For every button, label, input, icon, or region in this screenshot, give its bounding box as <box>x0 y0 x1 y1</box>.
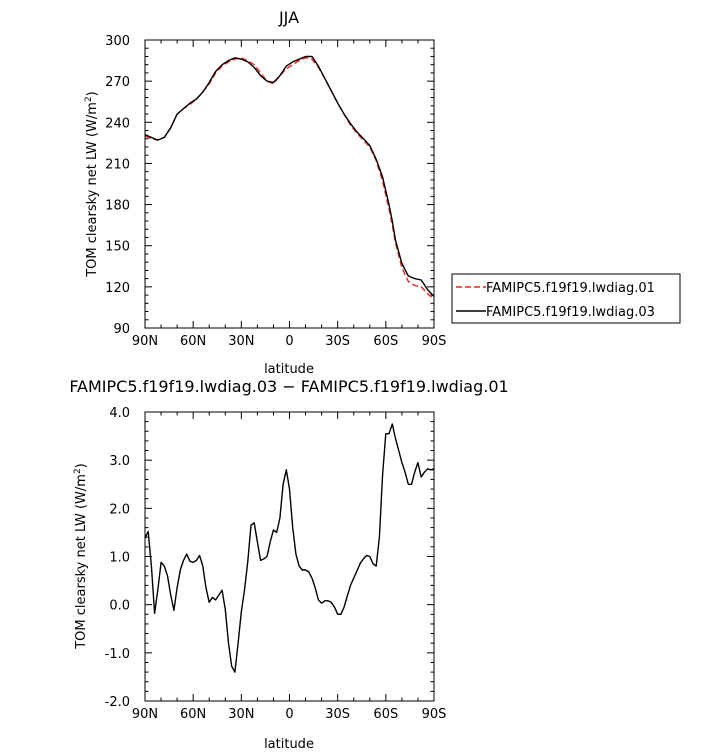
bottom-x-axis-label: latitude <box>264 737 314 752</box>
y-tick-label: 0.0 <box>109 599 130 614</box>
x-tick-label: 60S <box>373 334 398 349</box>
y-tick-label: 90 <box>113 322 130 337</box>
x-tick-label: 90S <box>422 334 447 349</box>
x-tick-label: 30N <box>228 707 254 722</box>
series-line-1 <box>144 57 435 300</box>
y-tick-label: 270 <box>105 75 130 90</box>
legend-box <box>451 273 681 324</box>
x-tick-label: 90S <box>422 707 447 722</box>
x-tick-label: 0 <box>285 334 293 349</box>
x-tick-label: 90N <box>132 707 158 722</box>
y-tick-label: 180 <box>105 199 130 214</box>
bottom-chart: FAMIPC5.f19f19.lwdiag.03 − FAMIPC5.f19f1… <box>69 377 508 752</box>
y-tick-label: 2.0 <box>109 502 130 517</box>
top-plot-frame <box>144 39 435 329</box>
x-tick-label: 60S <box>373 707 398 722</box>
bottom-chart-title: FAMIPC5.f19f19.lwdiag.03 − FAMIPC5.f19f1… <box>69 377 508 396</box>
y-tick-label: 150 <box>105 240 130 255</box>
legend-label-03: FAMIPC5.f19f19.lwdiag.03 <box>486 305 655 320</box>
y-tick-label: -2.0 <box>105 695 130 710</box>
top-chart-title: JJA <box>278 8 299 27</box>
y-tick-label: 120 <box>105 281 130 296</box>
x-tick-label: 90N <box>132 334 158 349</box>
y-tick-label: 210 <box>105 157 130 172</box>
x-tick-label: 0 <box>285 707 293 722</box>
legend: FAMIPC5.f19f19.lwdiag.01 FAMIPC5.f19f19.… <box>451 273 681 324</box>
top-chart: JJA 90N 60N 30N 0 30S 60S 90S 90 120 150 180 210 240… <box>84 8 446 377</box>
legend-label-01: FAMIPC5.f19f19.lwdiag.01 <box>486 281 655 296</box>
bottom-ticks: 90N 60N 30N 0 30S 60S 90S -2.0 -1.0 0.0 1.0 2.0 3.0 4… <box>105 406 447 722</box>
x-tick-label: 30S <box>325 334 350 349</box>
x-tick-label: 60N <box>180 334 206 349</box>
bottom-plot-frame <box>144 411 435 702</box>
bottom-y-axis-label: TOM clearsky net LW (W/m2) <box>73 463 89 650</box>
x-tick-label: 60N <box>180 707 206 722</box>
x-tick-label: 30N <box>228 334 254 349</box>
top-ticks: 90N 60N 30N 0 30S 60S 90S 90 120 150 180 210 240 270 3… <box>105 34 446 349</box>
y-tick-label: 240 <box>105 116 130 131</box>
y-tick-label: 1.0 <box>109 551 130 566</box>
y-tick-label: -1.0 <box>105 647 130 662</box>
y-tick-label: 3.0 <box>109 454 130 469</box>
series-line-2 <box>144 55 435 297</box>
y-tick-label: 300 <box>105 34 130 49</box>
series-line-1 <box>144 423 435 673</box>
x-tick-label: 30S <box>325 707 350 722</box>
top-y-axis-label: TOM clearsky net LW (W/m2) <box>84 91 100 278</box>
y-tick-label: 4.0 <box>109 406 130 421</box>
bottom-series-lines <box>144 423 435 673</box>
top-x-axis-label: latitude <box>264 362 314 377</box>
top-series-lines <box>144 55 435 300</box>
